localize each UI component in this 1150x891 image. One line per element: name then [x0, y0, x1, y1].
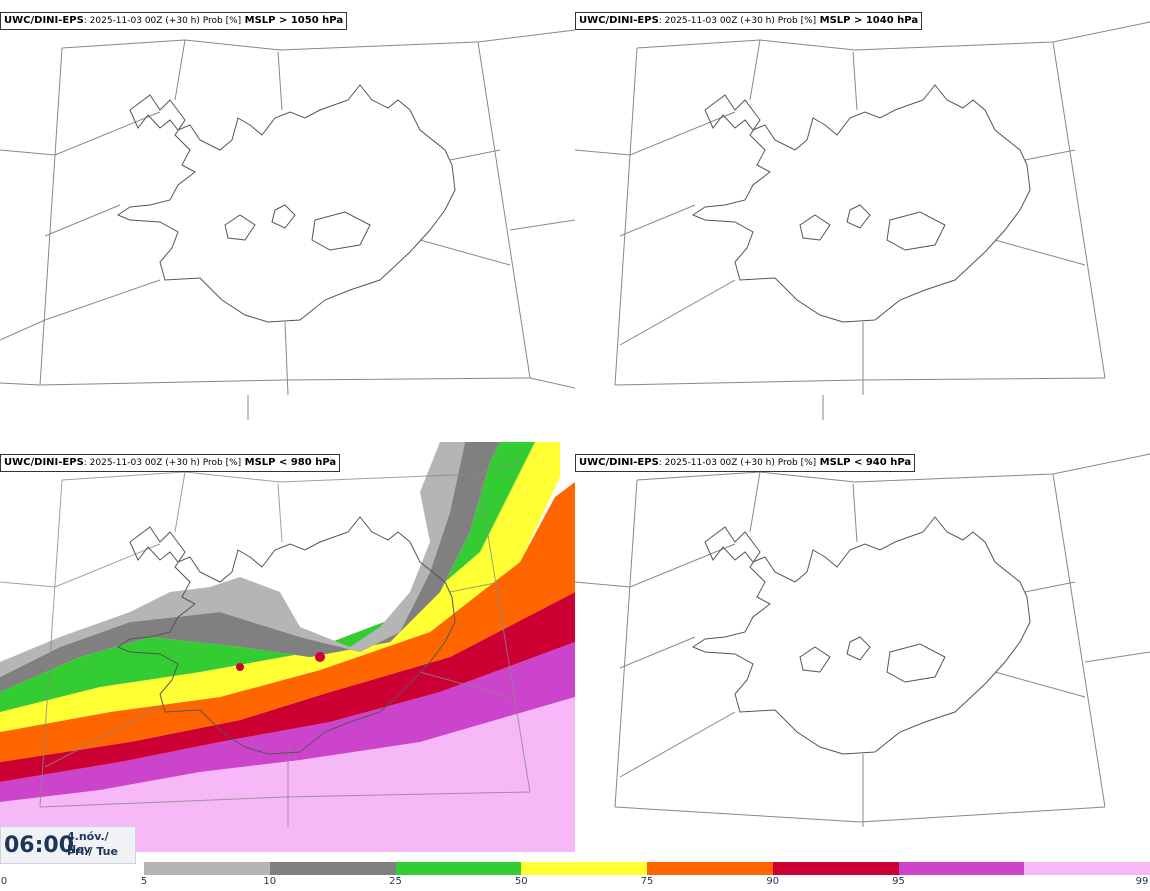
run-info: : 2025-11-03 00Z (+30 h) Prob [%] — [83, 458, 242, 468]
panel-title: UWC/DINI-EPS: 2025-11-03 00Z (+30 h) Pro… — [575, 12, 923, 30]
colorbar-tick-label: 5 — [140, 876, 148, 887]
model-name: UWC/DINI-EPS — [4, 457, 84, 468]
colorbar-segment — [647, 862, 773, 875]
map-canvas — [0, 442, 575, 852]
map-canvas — [575, 21, 1150, 420]
variable-name: MSLP < 980 hPa — [241, 457, 337, 468]
valid-date-line1: 4.nóv./ Nov — [67, 830, 109, 856]
model-name: UWC/DINI-EPS — [4, 15, 84, 26]
colorbar — [144, 862, 1150, 875]
model-name: UWC/DINI-EPS — [579, 457, 659, 468]
probability-field — [0, 442, 575, 852]
map-canvas — [575, 453, 1150, 827]
variable-name: MSLP > 1040 hPa — [816, 15, 919, 26]
panel-title: UWC/DINI-EPS: 2025-11-03 00Z (+30 h) Pro… — [575, 454, 916, 472]
panel-title: UWC/DINI-EPS: 2025-11-03 00Z (+30 h) Pro… — [0, 454, 341, 472]
colorbar-segment — [898, 862, 1025, 875]
panel-title: UWC/DINI-EPS: 2025-11-03 00Z (+30 h) Pro… — [0, 12, 348, 30]
colorbar-tick-label: 0 — [0, 876, 8, 887]
colorbar-tick-label: 90 — [766, 876, 780, 887]
colorbar-segment — [1024, 862, 1150, 875]
colorbar-segment — [521, 862, 647, 875]
valid-time-box: 06:00 4.nóv./ Nov Þri./ Tue — [0, 826, 136, 864]
valid-time-clock: 06:00 — [4, 833, 75, 858]
colorbar-ticks: 0 5 10 25 50 75 90 95 99 — [0, 876, 1150, 890]
colorbar-tick-label: 10 — [263, 876, 277, 887]
map-panel-mslp-lt-940: UWC/DINI-EPS: 2025-11-03 00Z (+30 h) Pro… — [575, 442, 1150, 852]
map-canvas — [0, 29, 575, 420]
colorbar-segment — [772, 862, 899, 875]
map-panel-mslp-gt-1040: UWC/DINI-EPS: 2025-11-03 00Z (+30 h) Pro… — [575, 0, 1150, 432]
colorbar-tick-label: 50 — [514, 876, 528, 887]
valid-date-line2: Þri./ Tue — [67, 845, 118, 858]
run-info: : 2025-11-03 00Z (+30 h) Prob [%] — [658, 16, 817, 26]
map-panel-mslp-gt-1050: UWC/DINI-EPS: 2025-11-03 00Z (+30 h) Pro… — [0, 0, 575, 432]
map-panel-mslp-lt-980: UWC/DINI-EPS: 2025-11-03 00Z (+30 h) Pro… — [0, 442, 575, 852]
colorbar-segment — [269, 862, 396, 875]
run-info: : 2025-11-03 00Z (+30 h) Prob [%] — [658, 458, 817, 468]
model-name: UWC/DINI-EPS — [579, 15, 659, 26]
colorbar-tick-label: 95 — [892, 876, 905, 887]
colorbar-segment — [395, 862, 522, 875]
colorbar-tick-label: 99 — [1135, 876, 1149, 887]
colorbar-tick-label: 75 — [640, 876, 654, 887]
colorbar-segment — [144, 862, 270, 875]
colorbar-tick-label: 25 — [389, 876, 402, 887]
variable-name: MSLP < 940 hPa — [816, 457, 912, 468]
run-info: : 2025-11-03 00Z (+30 h) Prob [%] — [83, 16, 242, 26]
variable-name: MSLP > 1050 hPa — [241, 15, 344, 26]
